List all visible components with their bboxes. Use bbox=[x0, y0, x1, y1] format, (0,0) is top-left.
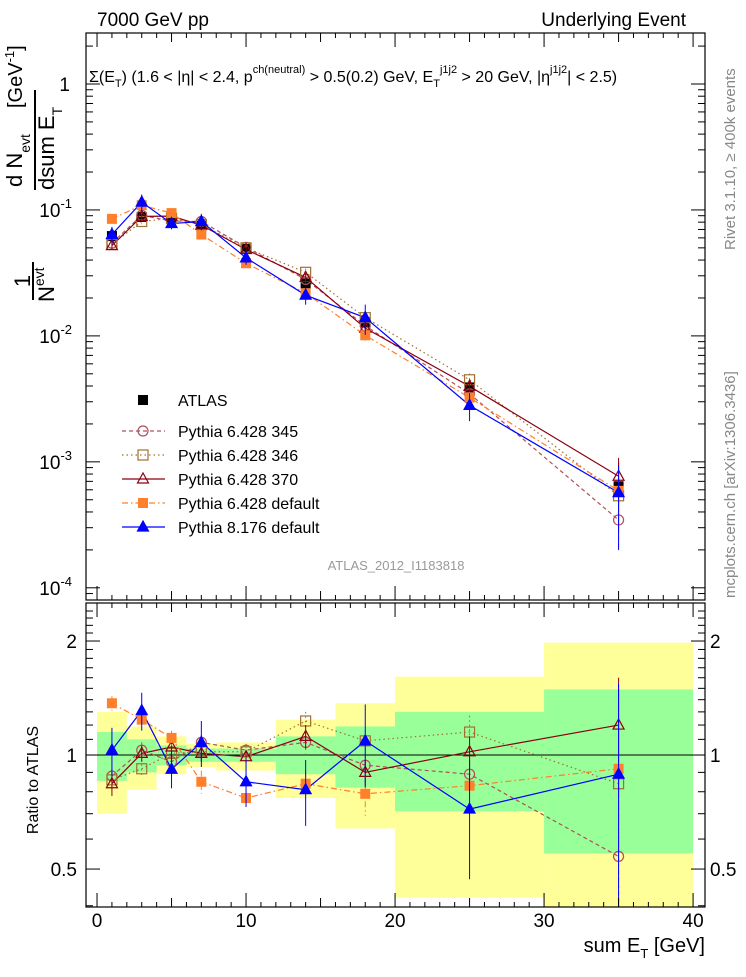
ratio-series-line bbox=[111, 741, 619, 857]
ratio-series-line bbox=[111, 702, 619, 799]
marker-triangle bbox=[135, 703, 149, 716]
x-tick-label: 20 bbox=[384, 911, 405, 932]
rivet-label: Rivet 3.1.10, ≥ 400k events bbox=[722, 68, 739, 250]
x-axis-label: sum ET [GeV] bbox=[584, 935, 705, 961]
legend-label: Pythia 6.428 346 bbox=[178, 448, 298, 465]
marker-open-square bbox=[136, 763, 148, 775]
marker-square bbox=[196, 229, 207, 240]
marker-triangle bbox=[239, 774, 253, 787]
legend-label: Pythia 6.428 default bbox=[178, 496, 320, 513]
marker-triangle bbox=[463, 801, 477, 814]
x-tick-label: 0 bbox=[92, 911, 103, 932]
mcplots-label: mcplots.cern.ch [arXiv:1306.3436] bbox=[722, 371, 739, 598]
ylabel-one: 1 bbox=[10, 275, 35, 287]
marker-triangle bbox=[463, 744, 477, 757]
ratio-y-label: Ratio to ATLAS bbox=[25, 726, 42, 834]
plot-title: Σ(ET) (1.6 < |η| < 2.4, pch(neutral) > 0… bbox=[89, 64, 617, 90]
y-tick-label: 1 bbox=[59, 75, 70, 96]
marker-triangle bbox=[299, 270, 313, 283]
marker-square bbox=[138, 498, 148, 508]
legend-label: Pythia 6.428 370 bbox=[178, 472, 298, 489]
legend-label: Pythia 6.428 345 bbox=[178, 424, 298, 441]
uncertainty-bands bbox=[86, 642, 705, 907]
marker-open-circle bbox=[137, 425, 149, 437]
marker-triangle bbox=[299, 729, 313, 741]
header-left: 7000 GeV pp bbox=[97, 10, 209, 31]
x-tick-label: 10 bbox=[235, 911, 256, 932]
legend-label: Pythia 8.176 default bbox=[178, 520, 320, 537]
marker-triangle bbox=[165, 739, 179, 752]
analysis-label: ATLAS_2012_I1183818 bbox=[328, 558, 465, 573]
marker-triangle bbox=[165, 216, 179, 229]
series-line bbox=[111, 214, 619, 521]
marker-triangle bbox=[463, 379, 477, 391]
marker-triangle bbox=[135, 746, 149, 758]
marker-triangle bbox=[463, 398, 477, 410]
x-tick-label: 40 bbox=[683, 911, 704, 932]
ratio-tick-label-right: 2 bbox=[710, 632, 721, 653]
marker-triangle bbox=[136, 519, 150, 532]
marker-triangle bbox=[358, 310, 372, 323]
marker-square bbox=[138, 395, 148, 405]
ratio-tick-label-right: 1 bbox=[710, 746, 721, 767]
legend-label: ATLAS bbox=[178, 393, 228, 410]
marker-square bbox=[166, 208, 177, 219]
marker-open-square bbox=[137, 449, 149, 461]
header-right: Underlying Event bbox=[541, 10, 686, 31]
marker-triangle bbox=[358, 733, 372, 746]
y-tick-label: 10-1 bbox=[39, 196, 72, 222]
ratio-tick-label-left: 0.5 bbox=[51, 860, 77, 881]
main-frame bbox=[85, 32, 706, 601]
marker-triangle bbox=[105, 776, 119, 789]
marker-triangle bbox=[136, 471, 150, 484]
y-tick-label: 10-3 bbox=[39, 448, 72, 474]
marker-triangle bbox=[612, 485, 626, 498]
ylabel-dsum: dsum ET bbox=[34, 106, 65, 190]
marker-square bbox=[360, 330, 371, 341]
y-tick-label: 10-4 bbox=[39, 574, 72, 600]
marker-triangle bbox=[135, 209, 149, 221]
marker-triangle bbox=[194, 214, 208, 227]
marker-square bbox=[196, 776, 207, 787]
marker-triangle bbox=[105, 742, 119, 755]
ylabel-dn: d Nevt bbox=[2, 134, 33, 187]
ratio-tick-label-right: 0.5 bbox=[710, 860, 736, 881]
marker-triangle bbox=[135, 194, 149, 207]
marker-triangle bbox=[299, 782, 313, 795]
marker-square bbox=[360, 788, 371, 799]
marker-triangle bbox=[239, 250, 253, 263]
marker-triangle bbox=[165, 762, 179, 774]
y-tick-label: 10-2 bbox=[39, 322, 72, 348]
marker-triangle bbox=[194, 735, 208, 747]
axis-ticks: 0 10 20 30 40 10-4 10-3 10-2 10-1 1 0.5 0.5 1 1 2 2 bbox=[39, 33, 736, 932]
marker-triangle bbox=[299, 287, 313, 300]
marker-triangle bbox=[105, 238, 119, 251]
ylabel-unit: [GeV-1] bbox=[2, 45, 27, 108]
marker-square bbox=[106, 213, 117, 224]
ratio-tick-label-left: 1 bbox=[66, 746, 77, 767]
marker-triangle bbox=[105, 227, 119, 240]
marker-square bbox=[106, 698, 117, 709]
marker-square bbox=[300, 278, 311, 289]
legend: ATLAS Pythia 6.428 345 Pythia 6.428 346 Pyt… bbox=[122, 393, 320, 537]
series-markers bbox=[105, 194, 626, 907]
ylabel-nevt: Nevt bbox=[31, 267, 59, 302]
ratio-tick-label-left: 2 bbox=[66, 632, 77, 653]
marker-triangle bbox=[612, 766, 626, 779]
marker-square bbox=[166, 732, 177, 743]
y-axis-label: 1 Nevt d Nevt dsum ET [GeV-1] bbox=[2, 45, 65, 302]
x-tick-label: 30 bbox=[533, 911, 554, 932]
